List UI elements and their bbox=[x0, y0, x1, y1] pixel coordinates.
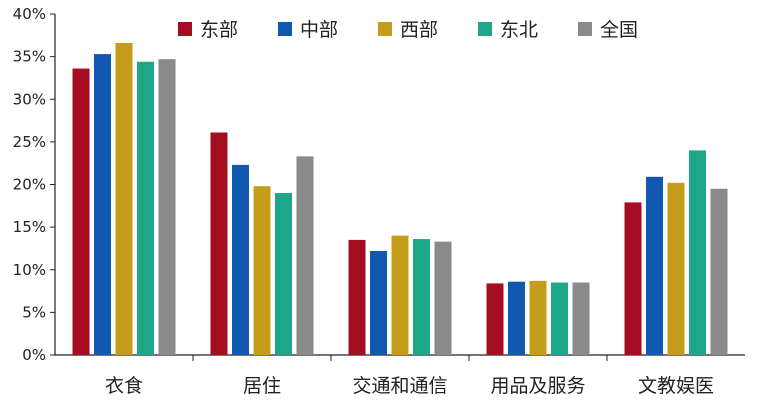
bar bbox=[624, 202, 642, 355]
bar bbox=[572, 282, 590, 355]
legend-swatch bbox=[578, 22, 592, 36]
bar bbox=[94, 54, 111, 355]
legend-swatch bbox=[478, 22, 492, 36]
category-label: 交通和通信 bbox=[352, 375, 447, 397]
bar bbox=[434, 241, 452, 355]
bar bbox=[72, 68, 90, 355]
bar bbox=[158, 59, 176, 356]
y-tick-label: 5% bbox=[22, 303, 46, 321]
y-tick-label: 15% bbox=[13, 218, 46, 236]
bar bbox=[210, 132, 228, 355]
legend-label: 东北 bbox=[500, 19, 538, 41]
legend-label: 东部 bbox=[200, 19, 238, 41]
bar-group bbox=[72, 42, 728, 356]
legend-label: 全国 bbox=[600, 19, 638, 41]
category-label: 文教娱医 bbox=[638, 375, 714, 397]
bar bbox=[646, 176, 663, 355]
bar bbox=[667, 182, 685, 355]
legend-swatch bbox=[178, 22, 192, 36]
legend-label: 西部 bbox=[400, 19, 438, 41]
y-tick-label: 10% bbox=[13, 261, 46, 279]
category-label: 用品及服务 bbox=[490, 375, 585, 397]
y-tick-label: 20% bbox=[13, 176, 46, 194]
y-tick-group: 0% 5% 10% 15% 20% 25% 30% 35% 40% bbox=[13, 5, 55, 364]
bar bbox=[296, 156, 314, 355]
bar bbox=[275, 193, 292, 355]
bar bbox=[529, 280, 547, 355]
bar bbox=[710, 188, 728, 355]
bar bbox=[232, 164, 249, 355]
category-label-group: 衣食 居住 交通和通信 用品及服务 文教娱医 bbox=[105, 355, 714, 397]
bar bbox=[370, 250, 387, 355]
bar bbox=[348, 239, 366, 355]
category-label: 居住 bbox=[243, 375, 281, 397]
bar bbox=[391, 235, 409, 355]
legend-swatch bbox=[378, 22, 392, 36]
y-tick-label: 30% bbox=[13, 90, 46, 108]
y-tick-label: 25% bbox=[13, 133, 46, 151]
y-tick-label: 35% bbox=[13, 48, 46, 66]
legend-label: 中部 bbox=[300, 19, 338, 41]
bar bbox=[115, 42, 133, 356]
bar bbox=[137, 61, 154, 356]
legend-swatch bbox=[278, 22, 292, 36]
bar bbox=[689, 150, 706, 355]
bar bbox=[486, 283, 504, 355]
y-tick-label: 40% bbox=[13, 5, 46, 23]
bar bbox=[508, 281, 525, 355]
bar bbox=[551, 282, 568, 355]
legend: 东部 中部 西部 东北 全国 bbox=[178, 19, 638, 41]
bar bbox=[413, 239, 430, 355]
bar bbox=[253, 186, 271, 355]
category-label: 衣食 bbox=[105, 375, 143, 397]
y-tick-label: 0% bbox=[22, 346, 46, 364]
